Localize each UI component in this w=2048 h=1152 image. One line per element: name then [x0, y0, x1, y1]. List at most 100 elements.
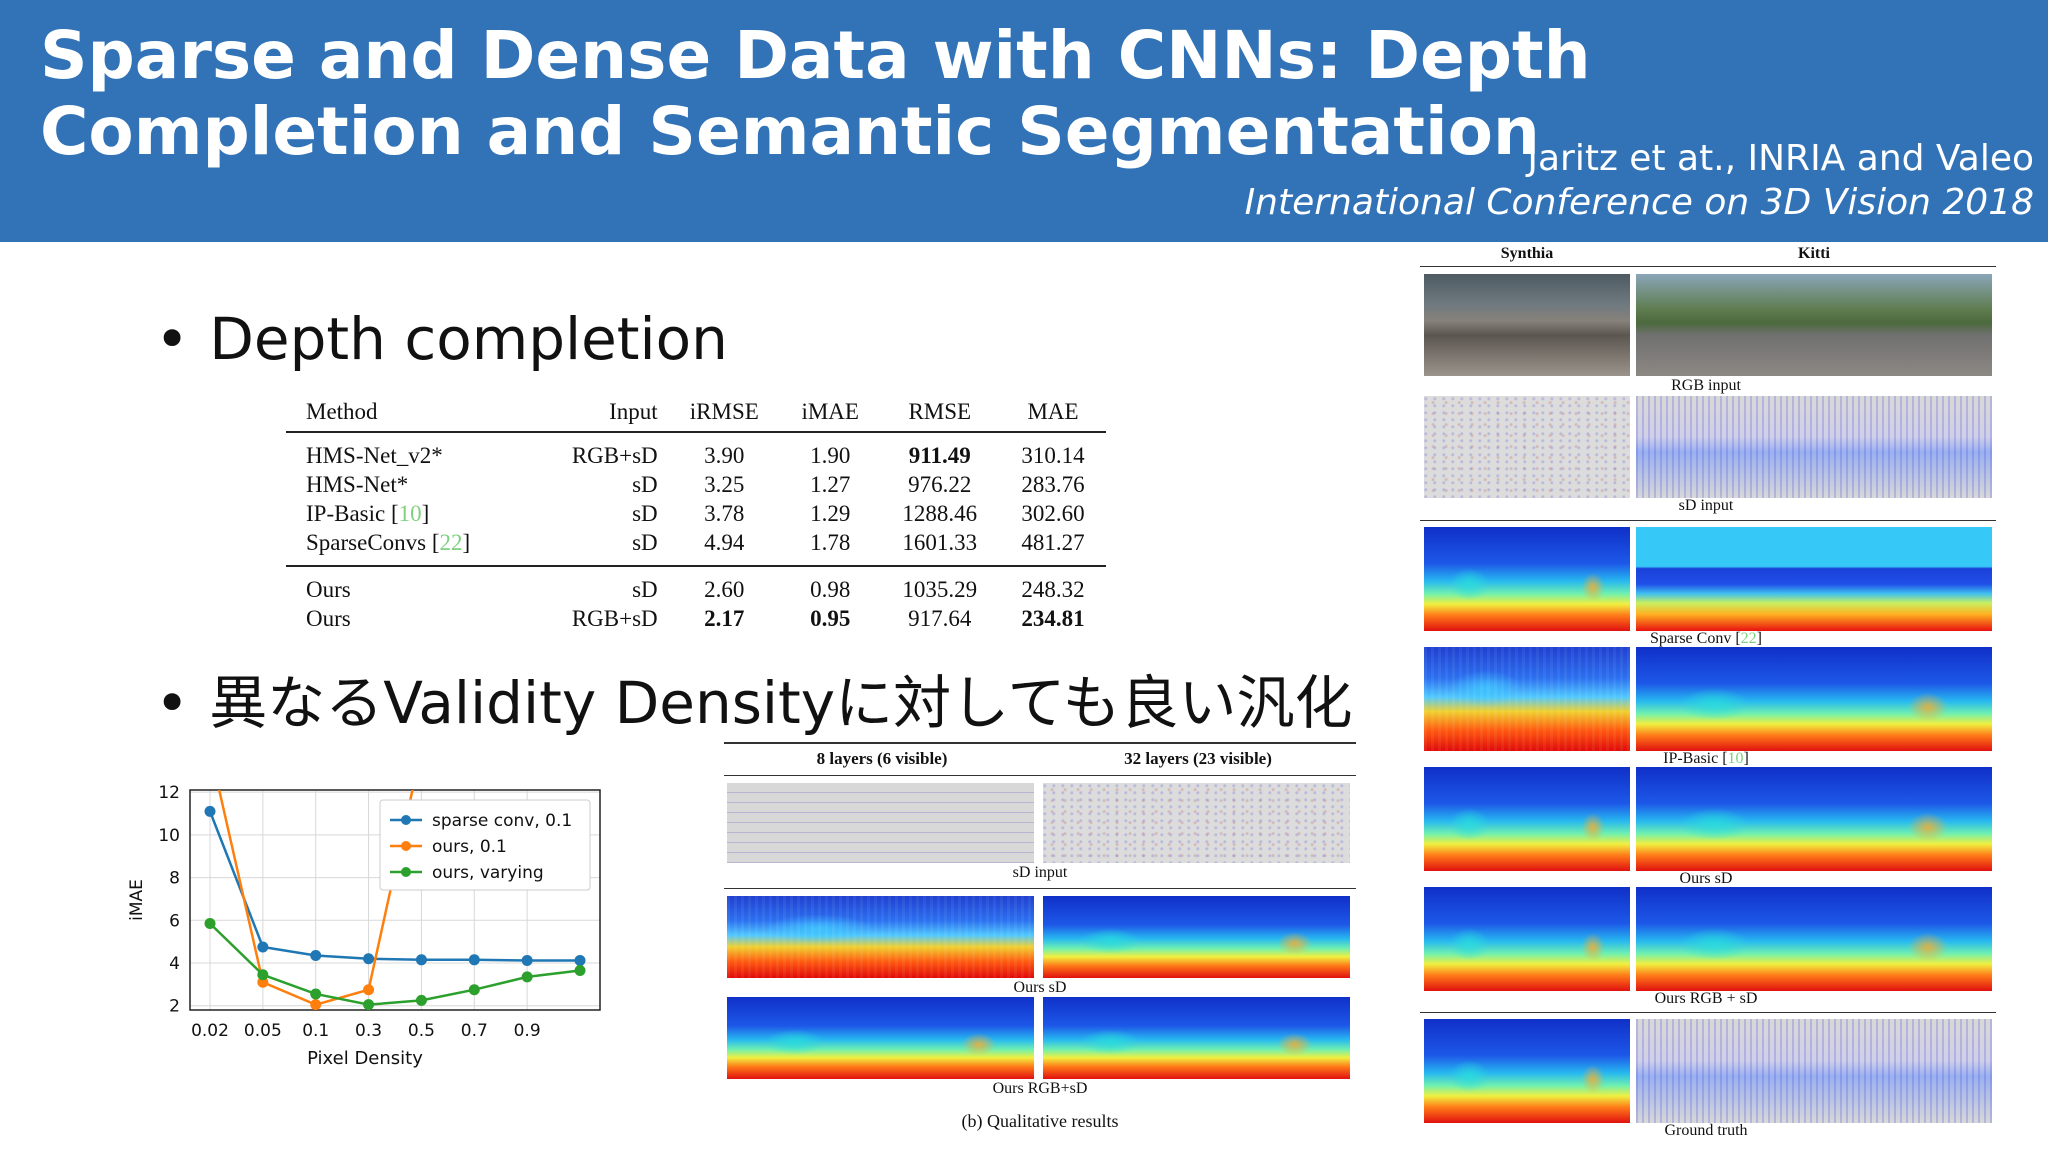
data-point: [363, 953, 375, 965]
y-tick-label: 12: [158, 783, 180, 803]
data-point: [204, 805, 216, 817]
cell-mae: 310.14: [1021, 442, 1085, 468]
col-header-8-layers: 8 layers (6 visible): [816, 749, 948, 768]
caption-ip-basic: IP-Basic [10]: [1663, 750, 1749, 767]
citation-link[interactable]: 10: [1727, 750, 1744, 767]
citation-link[interactable]: 22: [439, 529, 463, 555]
legend-marker: [401, 841, 411, 851]
series-2: [204, 917, 586, 1010]
data-point: [310, 988, 322, 1000]
legend-marker: [401, 815, 411, 825]
cell-imae: 1.27: [810, 471, 851, 497]
cell-input: sD: [632, 500, 658, 526]
series-0: [204, 805, 586, 966]
gt-kitti: [1636, 1019, 1992, 1123]
cell-input: sD: [632, 471, 658, 497]
table-row: HMS-Net* sD 3.25 1.27 976.22 283.76: [286, 470, 1106, 499]
cell-method: Ours: [306, 576, 351, 602]
data-point: [257, 941, 269, 953]
ours-sd-kitti: [1636, 767, 1992, 871]
caption-sd-input: sD input: [1012, 864, 1068, 881]
cell-rmse: 1035.29: [902, 576, 978, 602]
plot-frame: [189, 789, 601, 1011]
cell-imae: 1.29: [810, 500, 851, 526]
cell-mae: 234.81: [1021, 605, 1085, 631]
ip-basic-kitti: [1636, 647, 1992, 751]
table-row: HMS-Net_v2* RGB+sD 3.90 1.90 911.49 310.…: [286, 441, 1106, 470]
y-tick-label: 10: [158, 826, 180, 846]
cell-mae: 302.60: [1021, 500, 1085, 526]
data-point: [574, 954, 586, 966]
authors: Jaritz et at., INRIA and Valeo: [1527, 138, 2034, 179]
ours-rgbsd-32-layers: [1043, 997, 1350, 1079]
cell-irmse: 3.25: [704, 471, 745, 497]
caption-ours-sd: Ours sD: [1013, 979, 1067, 996]
ours-rgbsd-8-layers: [727, 997, 1034, 1079]
col-irmse: iRMSE: [689, 399, 759, 424]
cell-rmse: 917.64: [908, 605, 972, 631]
data-point: [204, 917, 216, 929]
cell-input: RGB+sD: [571, 605, 658, 631]
bullet-dot: •: [155, 669, 190, 737]
y-tick-label: 4: [169, 954, 180, 974]
bullet-text: Depth completion: [209, 305, 728, 373]
data-point: [415, 954, 427, 966]
sd-input-8-layers: [727, 783, 1034, 863]
caption-sd-input-right: sD input: [1678, 497, 1734, 514]
data-point: [574, 964, 586, 976]
caption-ours-rgbsd: Ours RGB+sD: [992, 1080, 1088, 1097]
data-point: [468, 984, 480, 996]
figure-caption-qualitative: (b) Qualitative results: [961, 1111, 1119, 1131]
cell-imae: 1.78: [810, 529, 851, 555]
series-line: [209, 922, 581, 1006]
cell-imae: 1.90: [810, 442, 851, 468]
data-point: [310, 950, 322, 962]
data-point: [521, 971, 533, 983]
caption-ground-truth: Ground truth: [1664, 1122, 1748, 1139]
col-imae: iMAE: [801, 399, 859, 424]
sd-kitti: [1636, 396, 1992, 498]
caption-rgb-input: RGB input: [1671, 377, 1741, 394]
rgb-synthia: [1424, 274, 1630, 376]
cell-method: Ours: [306, 605, 351, 631]
citation-link[interactable]: 10: [398, 500, 422, 526]
y-tick-label: 8: [169, 869, 180, 889]
density-chart: 2 4 6 8 10 12 0.02 0.05 0.1 0.3 0.5 0.7 0.9 Pixel Den…: [127, 783, 601, 1069]
x-tick-label: 0.1: [302, 1021, 329, 1041]
data-point: [415, 994, 427, 1006]
cell-rmse: 911.49: [908, 442, 971, 468]
table-row: SparseConvs [22] sD 4.94 1.78 1601.33 48…: [286, 528, 1106, 557]
cell-irmse: 3.90: [704, 442, 745, 468]
rgb-kitti: [1636, 274, 1992, 376]
bullet-generalization: • 異なるValidity Densityに対しても良い汎化: [155, 656, 1352, 740]
legend-label: sparse conv, 0.1: [432, 811, 572, 831]
cell-imae: 0.98: [810, 576, 851, 602]
x-tick-label: 0.7: [461, 1021, 488, 1041]
cell-input: sD: [632, 529, 658, 555]
slide-title: Sparse and Dense Data with CNNs: Depth C…: [40, 17, 1591, 170]
cell-irmse: 2.60: [704, 576, 745, 602]
sparse-conv-kitti: [1636, 527, 1992, 631]
sd-input-32-layers: [1043, 783, 1350, 863]
x-tick-label: 0.9: [514, 1021, 541, 1041]
bullet-text: 異なるValidity Densityに対しても良い汎化: [209, 669, 1353, 737]
table-header-row: Method Input iRMSE iMAE RMSE MAE: [286, 393, 1106, 432]
cell-irmse: 4.94: [704, 529, 745, 555]
caption-sparse-conv: Sparse Conv [22]: [1650, 630, 1762, 647]
table-row: Ours RGB+sD 2.17 0.95 917.64 234.81: [286, 604, 1106, 633]
sparse-conv-synthia: [1424, 527, 1630, 631]
citation-link[interactable]: 22: [1740, 630, 1757, 647]
col-header-32-layers: 32 layers (23 visible): [1124, 749, 1272, 768]
y-axis-label: iMAE: [127, 879, 147, 921]
col-method: Method: [306, 399, 378, 424]
data-point: [363, 984, 375, 996]
caption-ours-sd-right: Ours sD: [1679, 870, 1733, 887]
legend-label: ours, varying: [432, 863, 544, 883]
x-tick-label: 0.02: [191, 1021, 229, 1041]
y-tick-label: 6: [169, 911, 180, 931]
cell-rmse: 1601.33: [902, 529, 978, 555]
ours-rgbsd-kitti: [1636, 887, 1992, 991]
cell-input: RGB+sD: [571, 442, 658, 468]
col-mae: MAE: [1027, 399, 1079, 424]
x-axis-label: Pixel Density: [307, 1048, 423, 1069]
